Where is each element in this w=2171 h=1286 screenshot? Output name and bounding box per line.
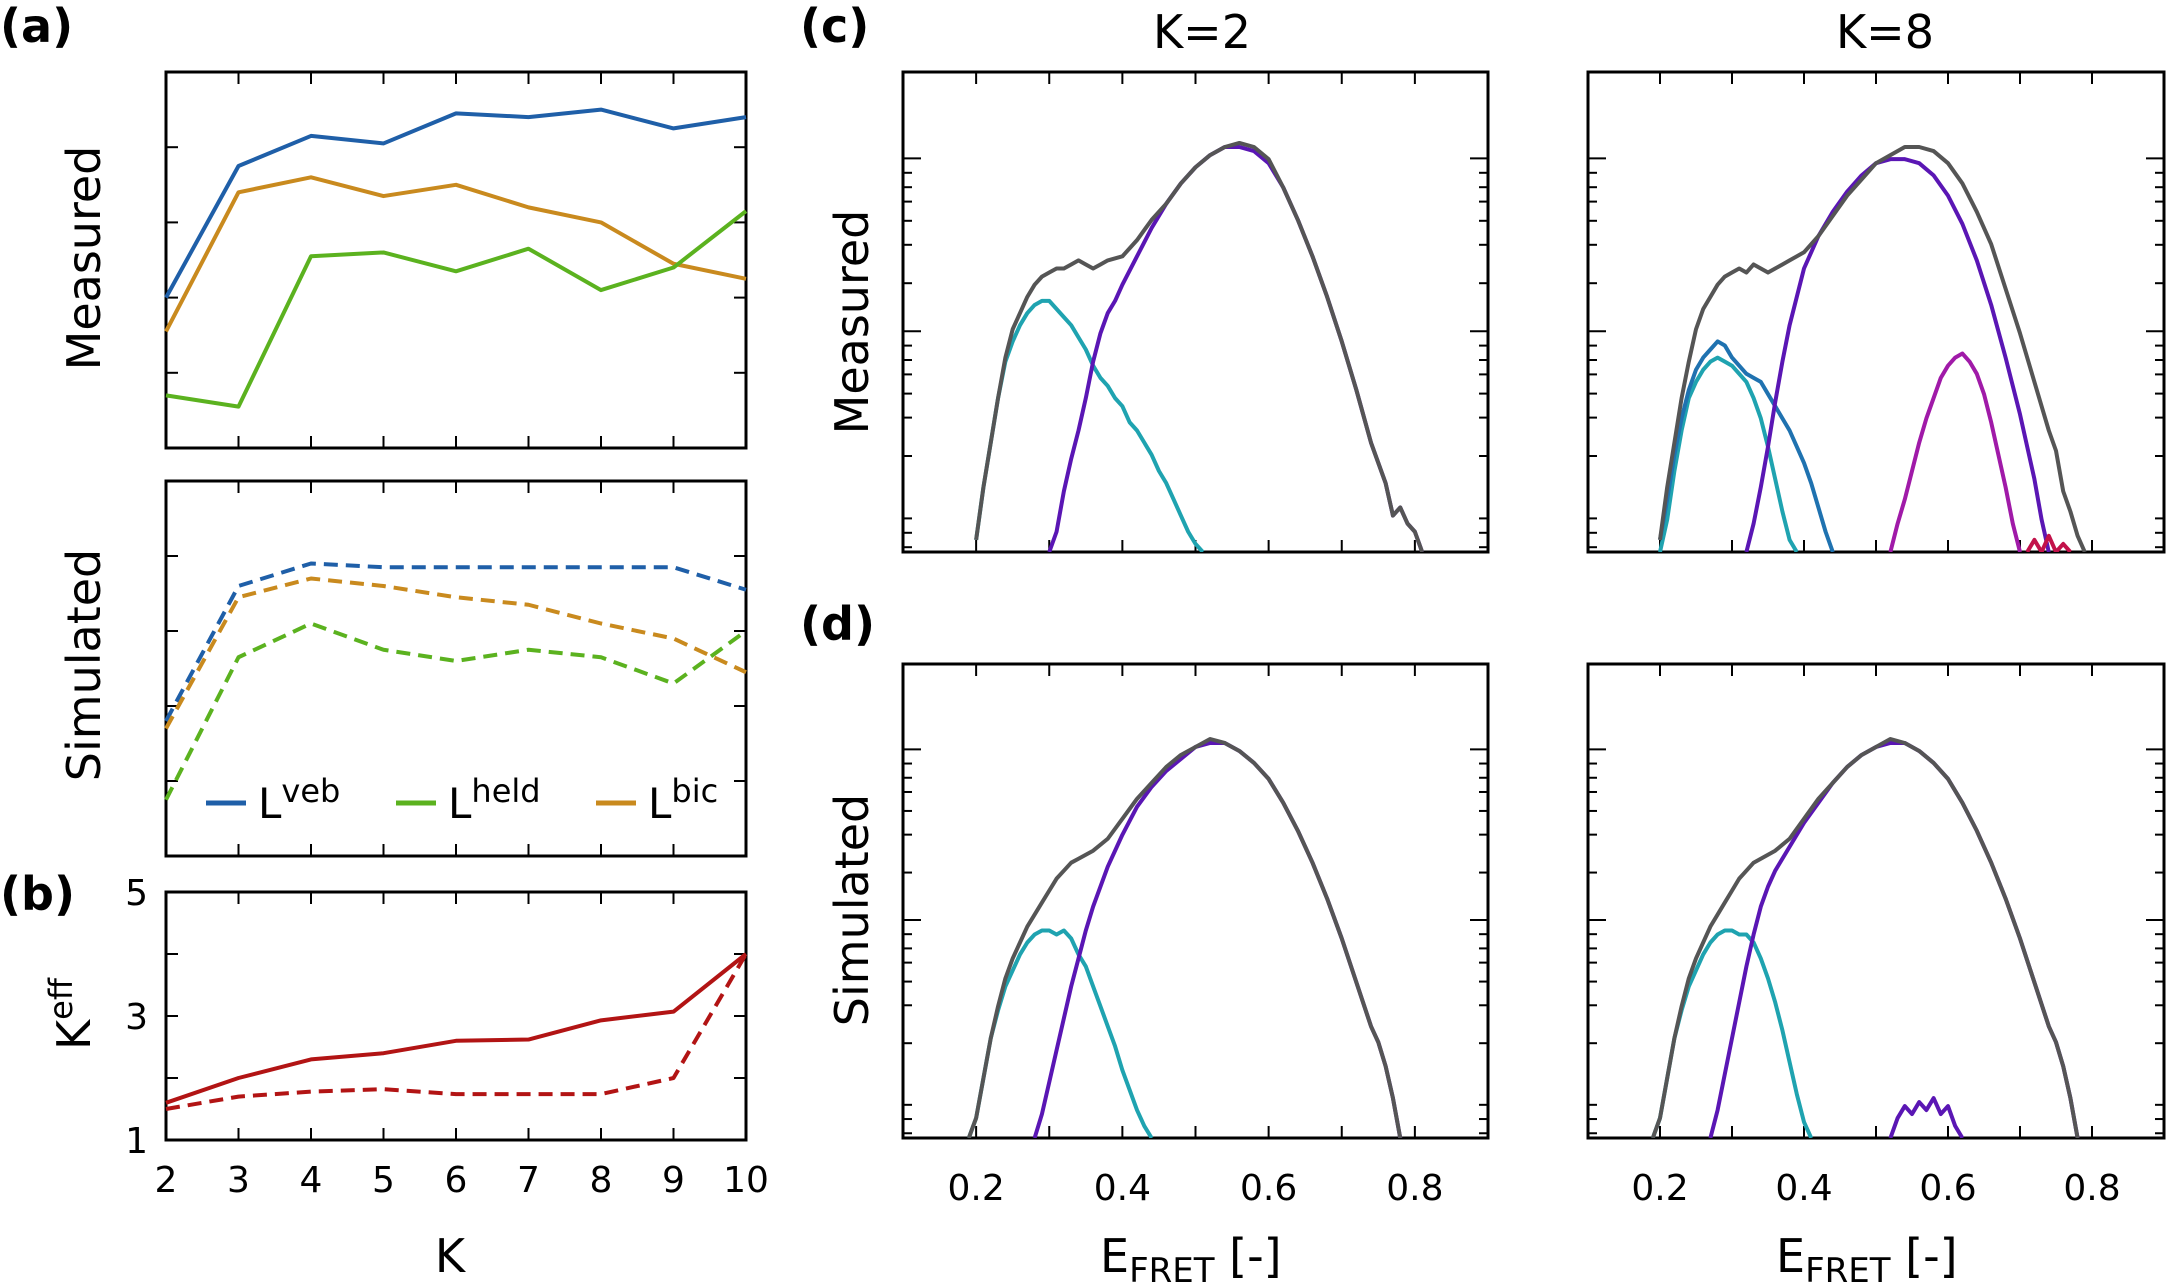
chart-a-simulated	[164, 479, 748, 858]
chart-c-k2-series-component-1	[974, 298, 1205, 552]
chart-d-k2-xtick-label: 0.6	[1240, 1168, 1297, 1209]
chart-a-measured-frame	[164, 70, 748, 450]
chart-b-frame	[164, 890, 748, 1142]
chart-d-k8: 0.2 0.4 0.6 0.8	[1586, 662, 2166, 1209]
chart-d-k2-frame	[901, 662, 1490, 1140]
legend-held-base: L	[448, 779, 472, 828]
chart-a-simulated-series-l-held-dashed	[164, 621, 748, 801]
column-title-k2: K=2	[1153, 5, 1251, 59]
panel-d-k8-xlabel: EFRET [-]	[1776, 1229, 1958, 1286]
panel-c-ylabel: Measured	[825, 210, 879, 435]
chart-d-k2: 0.2 0.4 0.6 0.8	[901, 662, 1490, 1209]
chart-b-xtick-label: 6	[445, 1160, 468, 1201]
chart-d-k2-xtick-label: 0.8	[1386, 1168, 1443, 1209]
chart-d-k8-series-component-3	[1888, 1096, 1965, 1138]
chart-b-xtick-label: 7	[517, 1160, 540, 1201]
chart-b-xtick-label: 5	[372, 1160, 395, 1201]
chart-c-k8-series-component-1	[1658, 355, 1799, 552]
chart-d-k8-xtick-label: 0.6	[1919, 1168, 1976, 1209]
panel-a-simulated-ylabel: Simulated	[57, 549, 111, 781]
chart-b-xtick-label: 8	[590, 1160, 613, 1201]
chart-c-k8-series-component-5	[2025, 533, 2072, 552]
panel-b-xlabel: K	[435, 1229, 467, 1283]
chart-d-k8-xtick-label: 0.2	[1631, 1168, 1688, 1209]
chart-b-series-measured-solid	[165, 952, 748, 1105]
chart-c-k2-series-total	[974, 140, 1425, 552]
legend-bic-base: L	[648, 779, 672, 828]
chart-d-k8-series-total	[1650, 737, 2080, 1138]
panel-d-k2-xlabel: EFRET [-]	[1100, 1229, 1282, 1286]
panel-b-letter: (b)	[0, 867, 75, 921]
column-title-k8: K=8	[1836, 5, 1934, 59]
legend: Lveb Lheld Lbic	[206, 772, 718, 828]
panel-a-letter: (a)	[0, 0, 73, 53]
legend-label-held: Lheld	[448, 772, 541, 828]
chart-b-xtick-label: 9	[662, 1160, 685, 1201]
chart-c-k2-frame	[901, 70, 1490, 554]
panel-d-ylabel: Simulated	[825, 794, 879, 1026]
chart-a-simulated-series-l-bic-dashed	[164, 576, 747, 730]
panel-c-letter: (c)	[800, 0, 869, 53]
legend-veb-base: L	[258, 779, 282, 828]
chart-c-k8-series-component-3	[1744, 157, 2051, 552]
legend-bic-sup: bic	[671, 772, 718, 810]
chart-d-k2-series-component-2	[1032, 740, 1403, 1138]
legend-held-sup: held	[471, 772, 540, 810]
chart-b-series-simulated-dashed	[165, 952, 748, 1111]
chart-c-k8	[1586, 70, 2166, 554]
chart-b-xtick-label: 3	[227, 1160, 250, 1201]
chart-a-simulated-series-l-veb-dashed	[164, 561, 747, 722]
chart-c-k2	[901, 70, 1490, 554]
chart-b-xtick-label: 10	[723, 1160, 769, 1201]
chart-a-measured-series-l-held-solid	[165, 209, 748, 409]
panel-d-letter: (d)	[800, 597, 875, 651]
legend-label-veb: Lveb	[258, 772, 340, 828]
chart-d-k8-xtick-label: 0.4	[1775, 1168, 1832, 1209]
chart-c-k8-series-total	[1658, 145, 2087, 552]
panel-a-measured-ylabel: Measured	[57, 146, 111, 371]
chart-c-k2-series-component-2	[1047, 145, 1425, 552]
panel-b-ylabel-base: K	[47, 1018, 101, 1050]
chart-b-ytick-label: 3	[125, 997, 148, 1038]
panel-b-ylabel-sup: eff	[42, 977, 80, 1020]
chart-b-xtick-label: 4	[300, 1160, 323, 1201]
chart-c-k8-series-component-2	[1658, 339, 1835, 552]
chart-d-k2-xtick-label: 0.2	[947, 1168, 1004, 1209]
chart-b-ytick-label: 5	[125, 873, 148, 914]
panel-b-ylabel: Keff	[42, 977, 101, 1050]
chart-b-ytick-label: 1	[125, 1121, 148, 1162]
legend-veb-sup: veb	[281, 772, 340, 810]
chart-c-k8-series-component-4	[1888, 351, 2022, 552]
chart-d-k8-xtick-label: 0.8	[2063, 1168, 2120, 1209]
chart-d-k2-series-total	[966, 737, 1403, 1138]
chart-b-xtick-label: 2	[155, 1160, 178, 1201]
chart-a-measured	[164, 70, 748, 450]
chart-b: 1 3 5 2 3 4 5 6 7 8 9 10	[125, 873, 769, 1201]
chart-d-k8-frame	[1586, 662, 2166, 1140]
chart-a-measured-series-l-veb-solid	[164, 107, 747, 299]
legend-label-bic: Lbic	[648, 772, 718, 828]
chart-a-measured-series-l-bic-solid	[164, 175, 747, 333]
chart-d-k2-xtick-label: 0.4	[1094, 1168, 1151, 1209]
